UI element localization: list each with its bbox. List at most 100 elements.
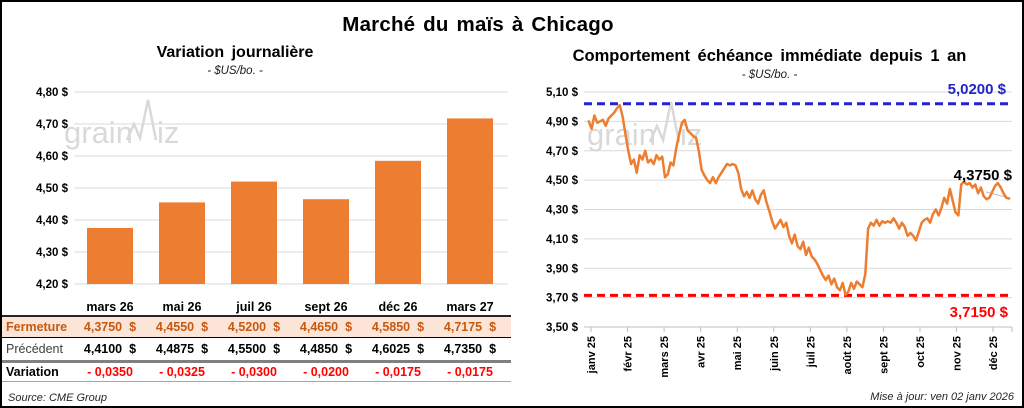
- x-axis-label: juin 25: [769, 336, 781, 372]
- line-chart-title: Comportement échéance immédiate depuis 1…: [572, 47, 967, 65]
- value-number: - 0,0175: [447, 365, 493, 379]
- value-cell: - 0,0325: [146, 365, 218, 379]
- y-axis-label: 5,10 $: [546, 87, 579, 99]
- value-number: 4,4850: [299, 342, 339, 356]
- x-axis-label: déc 25: [988, 336, 1000, 370]
- value-cell: 4,4650 $: [290, 320, 362, 334]
- value-cell: 4,4875 $: [146, 342, 218, 356]
- currency-sign: $: [129, 342, 137, 356]
- month-header-cell: mars 27: [446, 300, 494, 314]
- currency-sign: $: [129, 320, 137, 334]
- x-axis-label: janv 25: [586, 336, 598, 374]
- y-axis-label: 4,60 $: [36, 151, 69, 163]
- low-line-label: 3,7150 $: [949, 304, 1008, 321]
- value-cell: - 0,0175: [362, 365, 434, 379]
- value-cell: 4,5500 $: [218, 342, 290, 356]
- y-axis-label: 3,70 $: [546, 293, 579, 305]
- currency-sign: $: [201, 342, 209, 356]
- x-axis-label: avr 25: [696, 336, 708, 368]
- table-row-variation: Variation - 0,0350 - 0,0325 - 0,0300 - 0,020…: [2, 360, 511, 382]
- value-number: - 0,0325: [159, 365, 205, 379]
- value-cell: 4,3750 $: [74, 320, 146, 334]
- row-label: Précédent: [6, 342, 63, 356]
- line-chart-subtitle: - $US/bo. -: [741, 69, 798, 81]
- value-cell: - 0,0175: [434, 365, 506, 379]
- currency-sign: $: [489, 320, 497, 334]
- bar: [447, 118, 493, 285]
- x-axis-label: févr 25: [623, 336, 635, 371]
- watermark-text: grain: [64, 115, 133, 150]
- month-header-cell: mai 26: [162, 300, 202, 314]
- y-axis-label: 4,30 $: [36, 247, 69, 259]
- month-header-cell: mars 26: [86, 300, 134, 314]
- y-axis-label: 4,40 $: [36, 215, 69, 227]
- x-axis-label: juil 25: [805, 336, 817, 368]
- currency-sign: $: [345, 320, 353, 334]
- currency-sign: $: [273, 342, 281, 356]
- value-number: 4,5500: [227, 342, 267, 356]
- currency-sign: $: [273, 320, 281, 334]
- x-axis-label: mai 25: [732, 336, 744, 370]
- value-cell: 4,5850 $: [362, 320, 434, 334]
- value-cell: - 0,0300: [218, 365, 290, 379]
- value-number: 4,4100: [83, 342, 123, 356]
- x-axis-label: mars 25: [659, 336, 671, 378]
- y-axis-label: 4,50 $: [546, 175, 579, 187]
- value-number: 4,3750: [83, 320, 123, 334]
- value-cell: 4,4550 $: [146, 320, 218, 334]
- y-axis-label: 4,70 $: [36, 119, 69, 131]
- value-cell: 4,5200 $: [218, 320, 290, 334]
- x-axis-label: août 25: [842, 336, 854, 375]
- currency-sign: $: [345, 342, 353, 356]
- y-axis-label: 3,90 $: [546, 263, 579, 275]
- value-number: - 0,0300: [231, 365, 277, 379]
- value-cell: 4,7350 $: [434, 342, 506, 356]
- y-axis-label: 4,70 $: [546, 146, 579, 158]
- x-axis-label: oct 25: [915, 336, 927, 368]
- value-cell: - 0,0350: [74, 365, 146, 379]
- value-cell: 4,6025 $: [362, 342, 434, 356]
- bar-chart-subtitle: - $US/bo. -: [207, 65, 263, 77]
- table-header-row: mars 26 mai 26 juil 26 sept 26 déc 26 mars 27: [2, 299, 511, 315]
- bar: [303, 199, 349, 284]
- watermark-zigzag: [648, 101, 681, 145]
- futures-table: mars 26 mai 26 juil 26 sept 26 déc 26 mars 27…: [2, 299, 511, 382]
- x-axis-label: nov 25: [952, 336, 964, 371]
- value-number: 4,7350: [443, 342, 483, 356]
- value-cell: 4,4850 $: [290, 342, 362, 356]
- currency-sign: $: [417, 342, 425, 356]
- y-axis-label: 3,50 $: [546, 322, 579, 334]
- value-number: 4,4550: [155, 320, 195, 334]
- month-header-cell: sept 26: [304, 300, 348, 314]
- watermark-zigzag: [125, 99, 158, 143]
- bar: [87, 228, 133, 284]
- value-number: 4,4875: [155, 342, 195, 356]
- value-number: - 0,0350: [87, 365, 133, 379]
- currency-sign: $: [417, 320, 425, 334]
- table-row-fermeture: Fermeture 4,3750 $4,4550 $4,5200 $4,4650 $4,5…: [2, 315, 511, 338]
- y-axis-label: 4,10 $: [546, 234, 579, 246]
- row-label: Variation: [6, 365, 59, 379]
- y-axis-label: 4,20 $: [36, 279, 69, 291]
- value-number: 4,6025: [371, 342, 411, 356]
- last-price-label: 4,3750 $: [953, 167, 1012, 184]
- y-axis-label: 4,90 $: [546, 116, 579, 128]
- value-cell: 4,7175 $: [434, 320, 506, 334]
- high-line-label: 5,0200 $: [947, 81, 1006, 98]
- watermark-text: iz: [157, 115, 179, 150]
- value-number: 4,7175: [443, 320, 483, 334]
- value-cell: 4,4100 $: [74, 342, 146, 356]
- bar: [231, 181, 277, 284]
- bar-chart: 4,20 $ 4,30 $ 4,40 $ 4,50 $ 4,60 $ 4,70 $ 4,80…: [36, 87, 508, 291]
- price-line-series: [587, 103, 1011, 296]
- y-axis-label: 4,80 $: [36, 87, 69, 99]
- bar: [159, 202, 205, 284]
- table-row-precedent: Précédent 4,4100 $4,4875 $4,5500 $4,4850 $4,6…: [2, 338, 511, 360]
- month-header-cell: juil 26: [236, 300, 272, 314]
- currency-sign: $: [489, 342, 497, 356]
- y-axis-label: 4,50 $: [36, 183, 69, 195]
- source-note: Source: CME Group: [8, 392, 108, 404]
- value-cell: - 0,0200: [290, 365, 362, 379]
- currency-sign: $: [201, 320, 209, 334]
